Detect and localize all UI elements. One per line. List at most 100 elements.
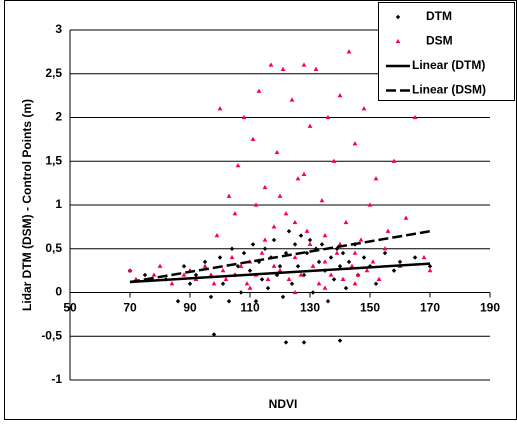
x-tick-label: 110	[240, 301, 260, 315]
legend-label: Linear (DSM)	[412, 83, 486, 97]
diamond-point	[241, 250, 247, 256]
diamond-point	[307, 237, 313, 243]
triangle-point	[382, 246, 388, 251]
diamond-point	[226, 299, 232, 304]
diamond-point	[280, 294, 286, 300]
triangle-point	[283, 211, 289, 216]
triangle-point	[355, 272, 361, 277]
legend-marker	[395, 38, 401, 44]
triangle-point	[271, 263, 277, 268]
triangle-point	[265, 276, 271, 281]
diamond-point	[253, 299, 259, 304]
triangle-point	[301, 171, 307, 176]
triangle-point	[229, 254, 235, 260]
triangle-point	[322, 259, 328, 264]
diamond-point	[319, 242, 325, 247]
diamond-point	[292, 242, 298, 247]
x-tick-label: 130	[300, 301, 320, 315]
triangle-point	[328, 272, 334, 277]
triangle-point	[376, 276, 382, 281]
x-axis-title: NDVI	[269, 397, 298, 411]
x-tick-label: 70	[123, 301, 137, 315]
triangle-point	[232, 211, 238, 216]
y-axis-title: Lidar DTM (DSM) - Control Points (m)	[20, 99, 34, 311]
diamond-point	[187, 281, 193, 286]
diamond-point	[337, 264, 343, 269]
diamond-point	[289, 281, 295, 286]
triangle-point	[361, 106, 367, 111]
triangle-point	[292, 254, 298, 260]
triangle-point	[304, 228, 310, 233]
diamond-point	[283, 340, 289, 345]
x-tick-label: 190	[480, 301, 500, 315]
y-tick-label: 0,5	[45, 241, 62, 255]
triangle-point	[349, 263, 355, 268]
triangle-point	[295, 176, 301, 181]
y-tick-label: 2,5	[45, 66, 62, 80]
triangle-point	[292, 289, 298, 295]
diamond-point	[211, 332, 217, 337]
triangle-point	[310, 263, 316, 268]
triangle-point	[238, 263, 244, 268]
x-tick-label: 50	[63, 301, 77, 315]
triangle-point	[391, 158, 397, 163]
diamond-point	[235, 264, 241, 269]
triangle-point	[262, 184, 268, 190]
triangle-point	[346, 49, 352, 54]
diamond-point	[397, 259, 403, 265]
diamond-point	[301, 340, 307, 345]
x-tick-label: 150	[360, 301, 380, 315]
y-tick-label: 1,5	[45, 153, 62, 167]
diamond-point	[283, 250, 289, 256]
triangle-point	[385, 228, 391, 233]
legend-label: Linear (DTM)	[412, 58, 485, 72]
legend-label: DTM	[426, 9, 452, 23]
diamond-point	[202, 259, 208, 265]
triangle-point	[316, 281, 322, 286]
diamond-point	[343, 285, 349, 291]
diamond-point	[277, 264, 283, 269]
triangle-point	[262, 237, 268, 242]
diamond-point	[304, 250, 310, 256]
triangle-point	[352, 281, 358, 286]
triangle-point	[319, 198, 325, 203]
triangle-point	[331, 158, 337, 163]
triangle-point	[334, 250, 340, 255]
triangle-point	[169, 281, 175, 286]
triangle-point	[268, 62, 274, 67]
triangle-point	[202, 263, 208, 268]
diamond-point	[382, 250, 388, 256]
diamond-point	[229, 246, 235, 251]
triangle-point	[412, 114, 418, 120]
diamond-point	[220, 281, 226, 286]
triangle-point	[337, 93, 343, 98]
triangle-point	[343, 219, 349, 225]
diamond-point	[295, 264, 301, 269]
x-tick-label: 90	[183, 301, 197, 315]
diamond-point	[331, 277, 337, 282]
triangle-point	[367, 202, 373, 207]
triangle-point	[208, 272, 214, 277]
triangle-point	[370, 259, 376, 264]
triangle-point	[403, 215, 409, 220]
triangle-point	[301, 62, 307, 67]
diamond-point	[340, 250, 346, 256]
triangle-point	[286, 276, 292, 281]
diamond-point	[427, 264, 433, 269]
triangle-point	[352, 141, 358, 146]
diamond-point	[391, 268, 397, 273]
triangle-point	[235, 163, 241, 168]
diamond-point	[328, 255, 334, 260]
triangle-point	[364, 268, 370, 273]
diamond-point	[193, 272, 199, 278]
triangle-point	[322, 233, 328, 238]
diamond-point	[286, 229, 292, 234]
trend-line	[129, 262, 431, 284]
triangle-point	[307, 123, 313, 128]
triangle-point	[277, 268, 283, 273]
diamond-point	[262, 246, 268, 251]
triangle-point	[358, 237, 364, 242]
triangle-point	[217, 106, 223, 111]
triangle-point	[307, 241, 313, 246]
triangle-point	[289, 97, 295, 102]
